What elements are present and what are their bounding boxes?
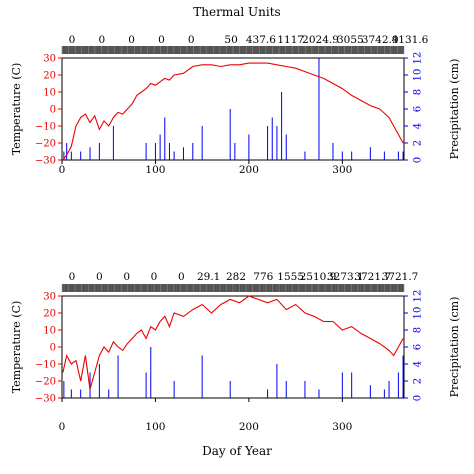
x-tick-label: 0 bbox=[59, 164, 66, 176]
temperature-line bbox=[62, 295, 404, 390]
y-tick-label: 30 bbox=[43, 54, 56, 65]
y-axis-label: Temperature (C) bbox=[10, 63, 23, 156]
thermal-unit-label: 0 bbox=[98, 34, 105, 46]
y-tick-label: −10 bbox=[35, 122, 56, 133]
y2-tick-label: 4 bbox=[413, 123, 424, 129]
y-tick-label: 30 bbox=[43, 292, 56, 303]
x-tick-label: 300 bbox=[332, 164, 352, 176]
x-tick-label: 200 bbox=[239, 164, 259, 176]
y2-axis-label: Precipitation (cm) bbox=[448, 59, 461, 160]
temperature-line bbox=[62, 62, 404, 161]
y2-tick-label: 4 bbox=[413, 361, 424, 367]
thermal-unit-label: 776 bbox=[253, 271, 273, 283]
y-tick-label: 0 bbox=[50, 343, 56, 354]
figure-title: Thermal Units bbox=[193, 5, 280, 19]
y2-axis-label: Precipitation (cm) bbox=[448, 297, 461, 398]
y-axis-label: Temperature (C) bbox=[10, 301, 23, 394]
y2-tick-label: 12 bbox=[413, 290, 424, 303]
thermal-unit-label: 3721.7 bbox=[354, 271, 391, 283]
y-tick-label: 0 bbox=[50, 105, 56, 116]
y2-tick-label: 2 bbox=[413, 378, 424, 384]
thermal-unit-label: 0 bbox=[128, 34, 135, 46]
x-tick-label: 200 bbox=[239, 421, 259, 433]
y-tick-label: 10 bbox=[43, 326, 56, 337]
thermal-unit-label: 0 bbox=[69, 34, 76, 46]
thermal-unit-label: 2510.9 bbox=[300, 271, 337, 283]
thermal-band bbox=[61, 46, 405, 54]
y-tick-label: 20 bbox=[43, 71, 56, 82]
thermal-unit-label: 3742.9 bbox=[362, 34, 399, 46]
thermal-unit-label: 437.6 bbox=[246, 34, 276, 46]
thermal-unit-label: 29.1 bbox=[197, 271, 220, 283]
thermal-unit-label: 282 bbox=[226, 271, 246, 283]
thermal-unit-label: 1555 bbox=[277, 271, 304, 283]
y2-tick-label: 8 bbox=[413, 327, 424, 333]
y2-tick-label: 6 bbox=[413, 344, 424, 350]
thermal-unit-label: 2024.9 bbox=[302, 34, 339, 46]
thermal-unit-label: 3721.7 bbox=[382, 271, 419, 283]
y2-tick-label: 10 bbox=[413, 307, 424, 320]
panel-bottom: 0 0 0 0 0 29.1 282 776 15552510.93273.13721.7372… bbox=[10, 271, 461, 433]
x-tick-label: 0 bbox=[59, 421, 66, 433]
y2-tick-label: 12 bbox=[413, 52, 424, 65]
y-tick-label: 20 bbox=[43, 309, 56, 320]
thermal-unit-label: 3055 bbox=[337, 34, 364, 46]
y-tick-label: 10 bbox=[43, 88, 56, 99]
y-tick-label: −20 bbox=[35, 139, 56, 150]
thermal-unit-label: 0 bbox=[151, 271, 158, 283]
x-axis-label: Day of Year bbox=[202, 444, 272, 458]
thermal-unit-label: 0 bbox=[188, 34, 195, 46]
y-tick-label: −30 bbox=[35, 394, 56, 405]
thermal-unit-label: 0 bbox=[158, 34, 165, 46]
plot-frame bbox=[61, 295, 405, 399]
y2-tick-label: 0 bbox=[413, 157, 424, 163]
thermal-unit-label: 0 bbox=[96, 271, 103, 283]
thermal-unit-label: 0 bbox=[69, 271, 76, 283]
thermal-unit-label: 50 bbox=[224, 34, 237, 46]
y2-tick-label: 6 bbox=[413, 106, 424, 112]
thermal-band bbox=[61, 284, 405, 292]
thermal-unit-label: 3273.1 bbox=[327, 271, 364, 283]
y2-tick-label: 2 bbox=[413, 140, 424, 146]
y-tick-label: −20 bbox=[35, 377, 56, 388]
thermal-unit-label: 4131.6 bbox=[392, 34, 429, 46]
y2-tick-label: 10 bbox=[413, 69, 424, 82]
thermal-unit-label: 0 bbox=[178, 271, 185, 283]
y2-tick-label: 8 bbox=[413, 89, 424, 95]
y2-tick-label: 0 bbox=[413, 395, 424, 401]
x-tick-label: 100 bbox=[145, 421, 165, 433]
y-tick-label: −30 bbox=[35, 156, 56, 167]
thermal-unit-label: 1117 bbox=[277, 34, 304, 46]
thermal-unit-label: 0 bbox=[123, 271, 130, 283]
x-tick-label: 100 bbox=[145, 164, 165, 176]
y-tick-label: −10 bbox=[35, 360, 56, 371]
x-tick-label: 300 bbox=[332, 421, 352, 433]
